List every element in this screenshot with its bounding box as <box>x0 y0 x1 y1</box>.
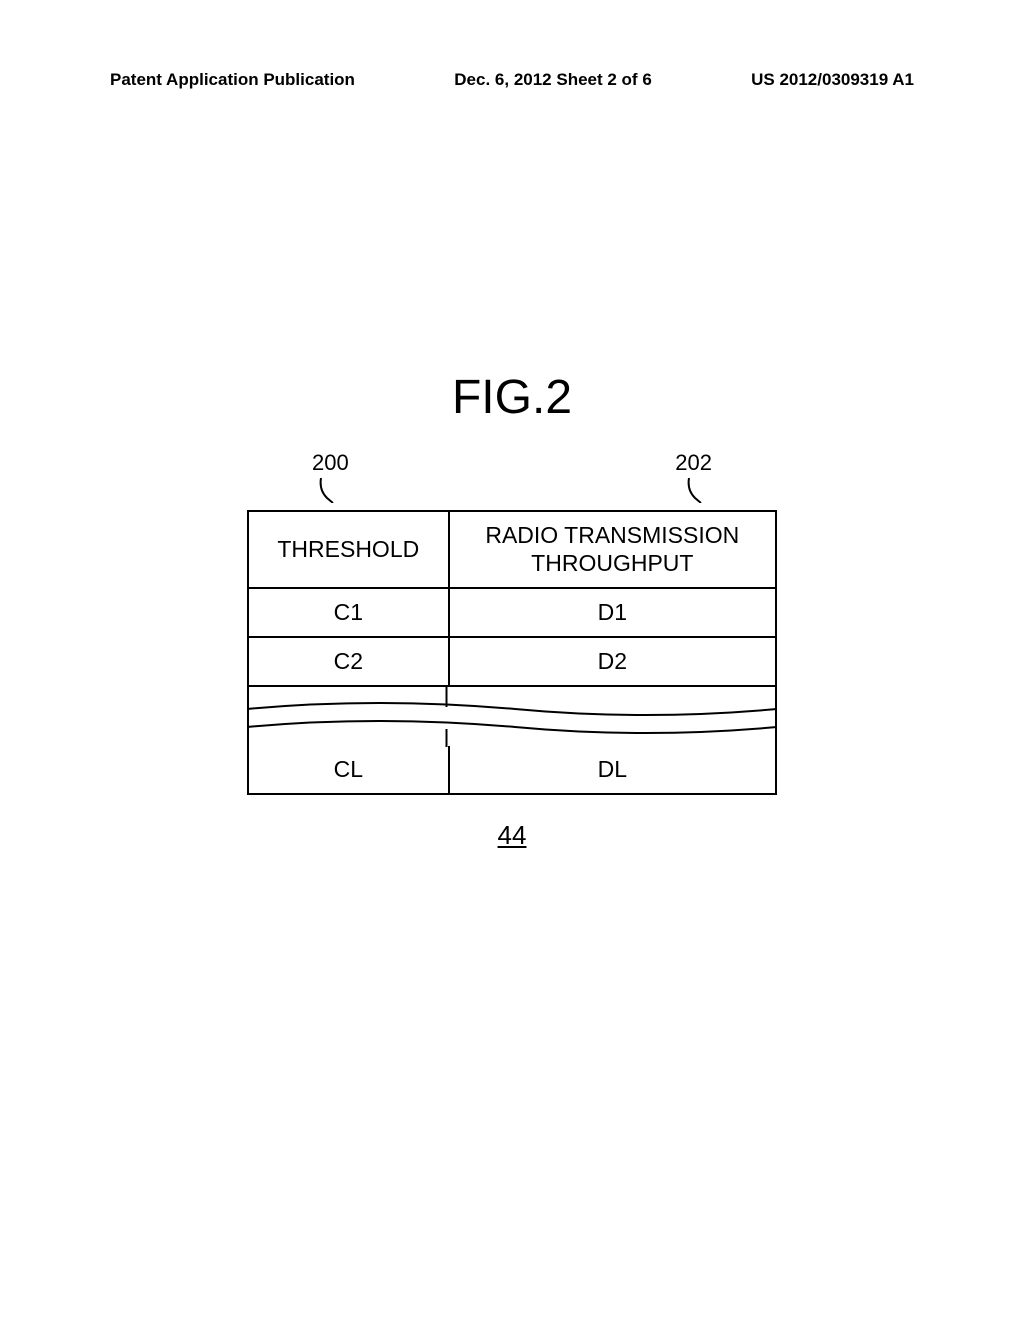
cell-throughput: D2 <box>449 637 776 686</box>
cell-threshold: C1 <box>248 588 449 637</box>
header-left: Patent Application Publication <box>110 70 355 90</box>
cell-throughput: D1 <box>449 588 776 637</box>
figure-title: FIG.2 <box>0 370 1024 425</box>
header-center: Dec. 6, 2012 Sheet 2 of 6 <box>454 70 652 90</box>
figure-caption: 44 <box>0 820 1024 851</box>
column-pointers: 200 202 <box>247 450 777 510</box>
threshold-table: THRESHOLD RADIO TRANSMISSION THROUGHPUT … <box>247 510 777 795</box>
page-header: Patent Application Publication Dec. 6, 2… <box>0 70 1024 90</box>
cell-threshold: CL <box>248 746 449 794</box>
column-header-threshold: THRESHOLD <box>248 511 449 588</box>
pointer-label-left: 200 <box>312 450 349 476</box>
header-right: US 2012/0309319 A1 <box>751 70 914 90</box>
hook-icon <box>319 478 337 503</box>
wavy-break-icon <box>247 687 777 747</box>
pointer-label-right: 202 <box>675 450 712 476</box>
column-header-throughput: RADIO TRANSMISSION THROUGHPUT <box>449 511 776 588</box>
table-ellipsis-row <box>248 686 776 746</box>
cell-threshold: C2 <box>248 637 449 686</box>
table-row: C1 D1 <box>248 588 776 637</box>
table-row: C2 D2 <box>248 637 776 686</box>
table-row: CL DL <box>248 746 776 794</box>
cell-throughput: DL <box>449 746 776 794</box>
table-header-row: THRESHOLD RADIO TRANSMISSION THROUGHPUT <box>248 511 776 588</box>
hook-icon <box>687 478 705 503</box>
